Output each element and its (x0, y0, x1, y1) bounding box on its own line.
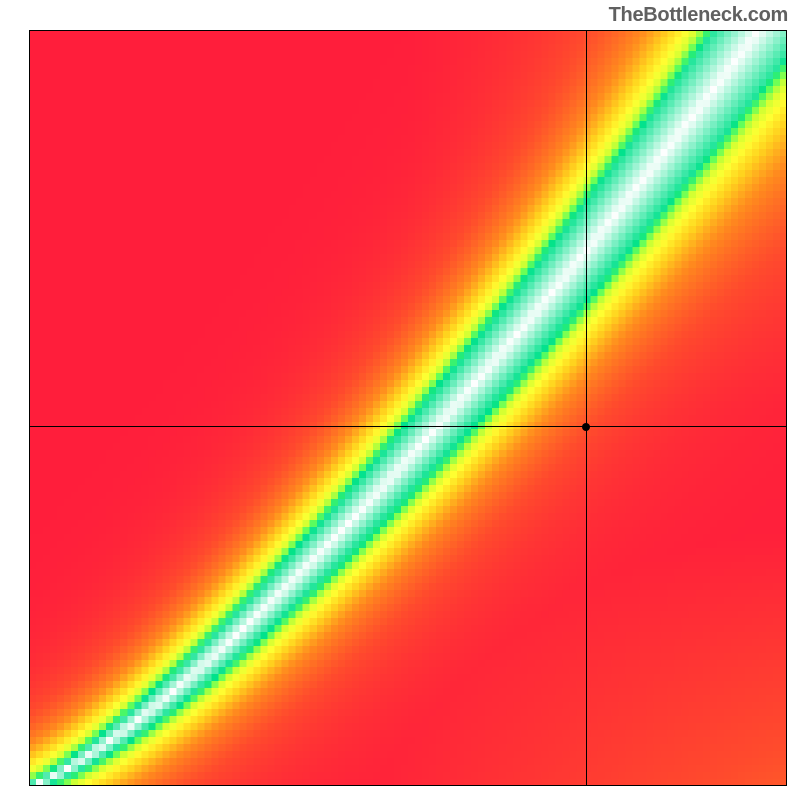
crosshair-vertical (586, 30, 587, 786)
crosshair-horizontal (29, 426, 787, 427)
heatmap-canvas (29, 30, 787, 786)
watermark-text: TheBottleneck.com (609, 4, 788, 27)
chart-container: TheBottleneck.com (0, 0, 800, 800)
crosshair-marker (582, 423, 590, 431)
